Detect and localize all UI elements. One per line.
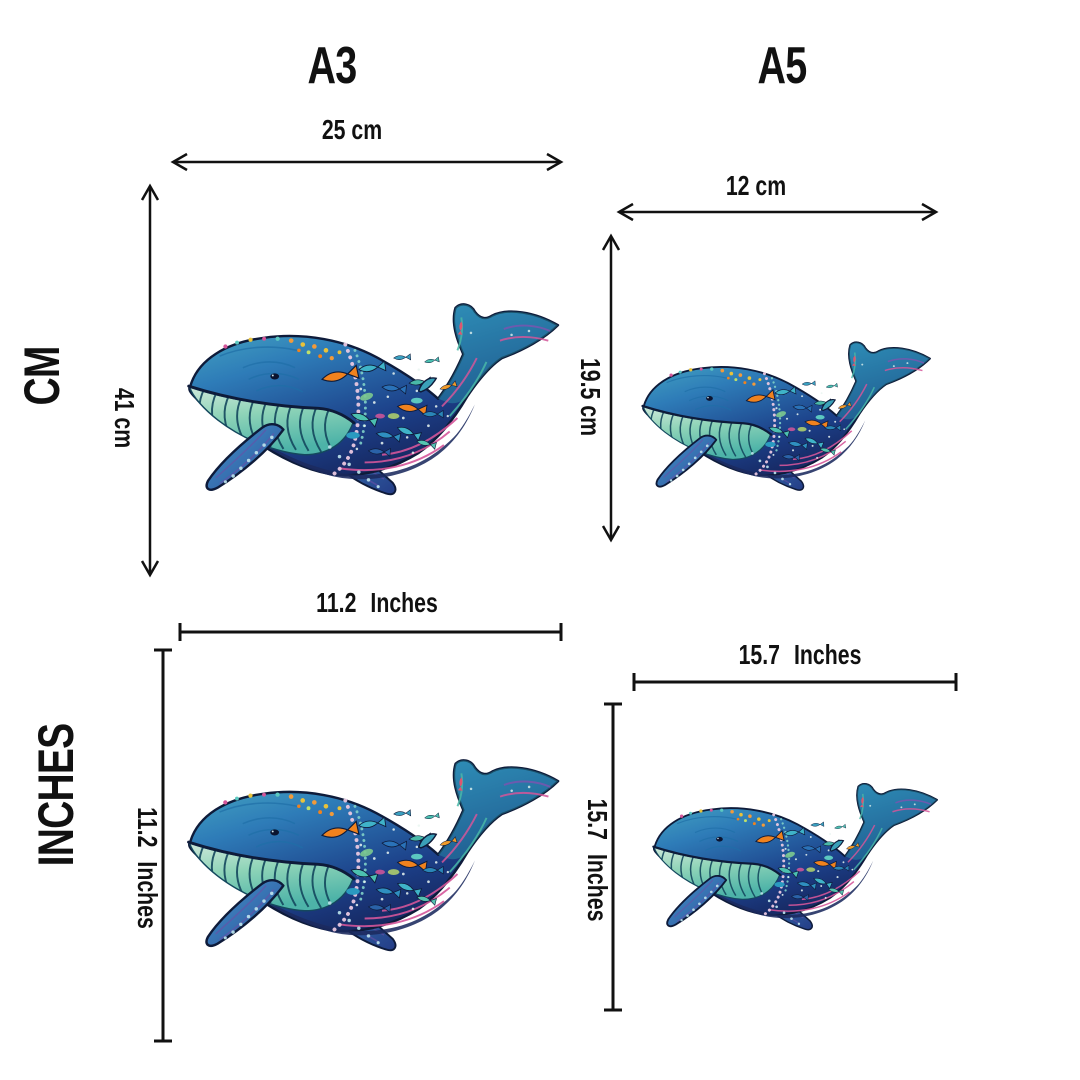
a3-inches-width-label: 11.2 Inches <box>316 587 438 618</box>
a3-cm-width-label: 25 cm <box>321 114 383 145</box>
whale-illustration-a3-cm <box>170 302 567 505</box>
a5-inches-height-line <box>604 702 622 1012</box>
whale-illustration-a5-cm <box>632 339 933 500</box>
a5-cm-height-arrow <box>601 233 621 543</box>
whale-illustration-a5-inches <box>643 782 940 938</box>
column-header-a5: A5 <box>757 37 807 95</box>
section-label-inches: INCHES <box>28 723 84 867</box>
a3-inches-width-line <box>178 623 563 641</box>
a5-inches-width-line <box>632 673 958 691</box>
whale-illustration-a3-inches <box>175 757 562 962</box>
column-header-a3: A3 <box>307 37 357 95</box>
a3-inches-height-line <box>154 648 172 1043</box>
a5-inches-width-label: 15.7 Inches <box>738 639 862 670</box>
a3-cm-width-arrow <box>170 152 564 172</box>
a3-cm-height-label: 41 cm <box>109 387 140 449</box>
a3-cm-height-arrow <box>140 183 160 578</box>
a5-cm-width-label: 12 cm <box>725 170 787 201</box>
section-label-cm: CM <box>14 346 70 406</box>
a5-cm-width-arrow <box>616 202 939 222</box>
